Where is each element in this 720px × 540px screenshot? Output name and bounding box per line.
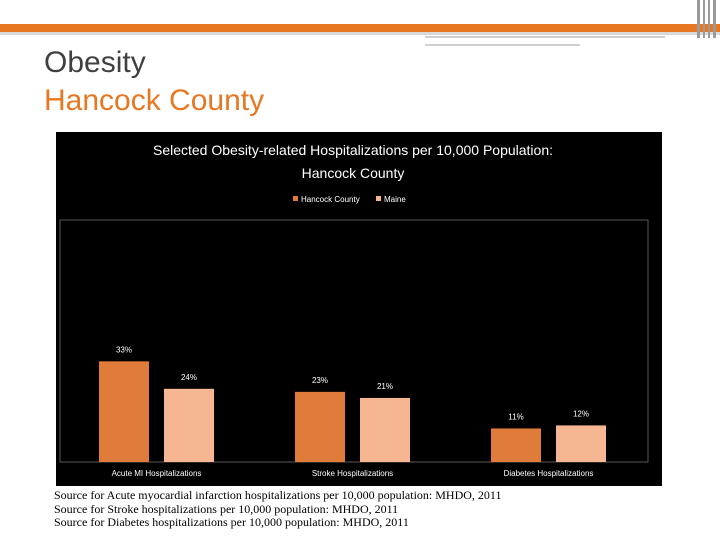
header-accent-band <box>0 24 720 32</box>
bar-maine-acute-mi-hospitalizations <box>164 388 214 462</box>
bar-hancock-county-acute-mi-hospitalizations <box>99 361 149 462</box>
decorative-bar <box>697 0 700 38</box>
decorative-bar <box>713 0 716 38</box>
source-line: Source for Acute myocardial infarction h… <box>54 488 502 502</box>
plot-area <box>59 219 649 463</box>
legend-label-hancock: Hancock County <box>301 195 360 204</box>
bar-hancock-county-stroke-hospitalizations <box>295 391 345 462</box>
data-label-maine-diabetes-hospitalizations: 12% <box>573 409 589 418</box>
sources-block: Source for Acute myocardial infarction h… <box>54 488 502 530</box>
bar-maine-stroke-hospitalizations <box>360 397 410 462</box>
legend-swatch-maine <box>376 196 381 201</box>
legend-swatch-hancock <box>293 196 298 201</box>
source-line: Source for Diabetes hospitalizations per… <box>54 515 409 529</box>
decorative-line <box>425 44 580 46</box>
slide-title: Obesity Hancock County <box>44 44 264 120</box>
category-label-acute-mi-hospitalizations: Acute MI Hospitalizations <box>112 469 202 478</box>
chart-panel: Selected Obesity-related Hospitalization… <box>56 132 662 486</box>
bar-maine-diabetes-hospitalizations <box>556 425 606 462</box>
category-label-diabetes-hospitalizations: Diabetes Hospitalizations <box>504 469 594 478</box>
legend: Hancock County Maine <box>293 195 406 204</box>
source-line: Source for Stroke hospitalizations per 1… <box>54 501 399 516</box>
bar-group <box>99 361 606 462</box>
bar-chart: Selected Obesity-related Hospitalization… <box>59 142 649 478</box>
legend-label-maine: Maine <box>384 195 406 204</box>
data-label-maine-stroke-hospitalizations: 21% <box>377 382 393 391</box>
chart-title-line-1: Selected Obesity-related Hospitalization… <box>153 142 553 158</box>
bar-hancock-county-diabetes-hospitalizations <box>491 428 541 462</box>
data-label-hancock-county-acute-mi-hospitalizations: 33% <box>116 345 132 354</box>
header-divider <box>0 32 720 35</box>
category-label-stroke-hospitalizations: Stroke Hospitalizations <box>312 469 393 478</box>
decorative-bar <box>703 0 705 38</box>
slide-title-line-2: Hancock County <box>44 84 265 117</box>
data-label-maine-acute-mi-hospitalizations: 24% <box>181 373 197 382</box>
chart-title-line-2: Hancock County <box>302 165 405 181</box>
decorative-line <box>425 36 665 38</box>
data-label-hancock-county-diabetes-hospitalizations: 11% <box>508 412 523 421</box>
data-label-hancock-county-stroke-hospitalizations: 23% <box>312 376 328 385</box>
value-label-group: 33% 24% 23% 21% 11% 12% <box>116 345 589 421</box>
category-label-group: Acute MI Hospitalizations Stroke Hospital… <box>112 469 594 478</box>
decorative-bar <box>708 0 710 38</box>
slide-title-line-1: Obesity <box>44 46 146 79</box>
